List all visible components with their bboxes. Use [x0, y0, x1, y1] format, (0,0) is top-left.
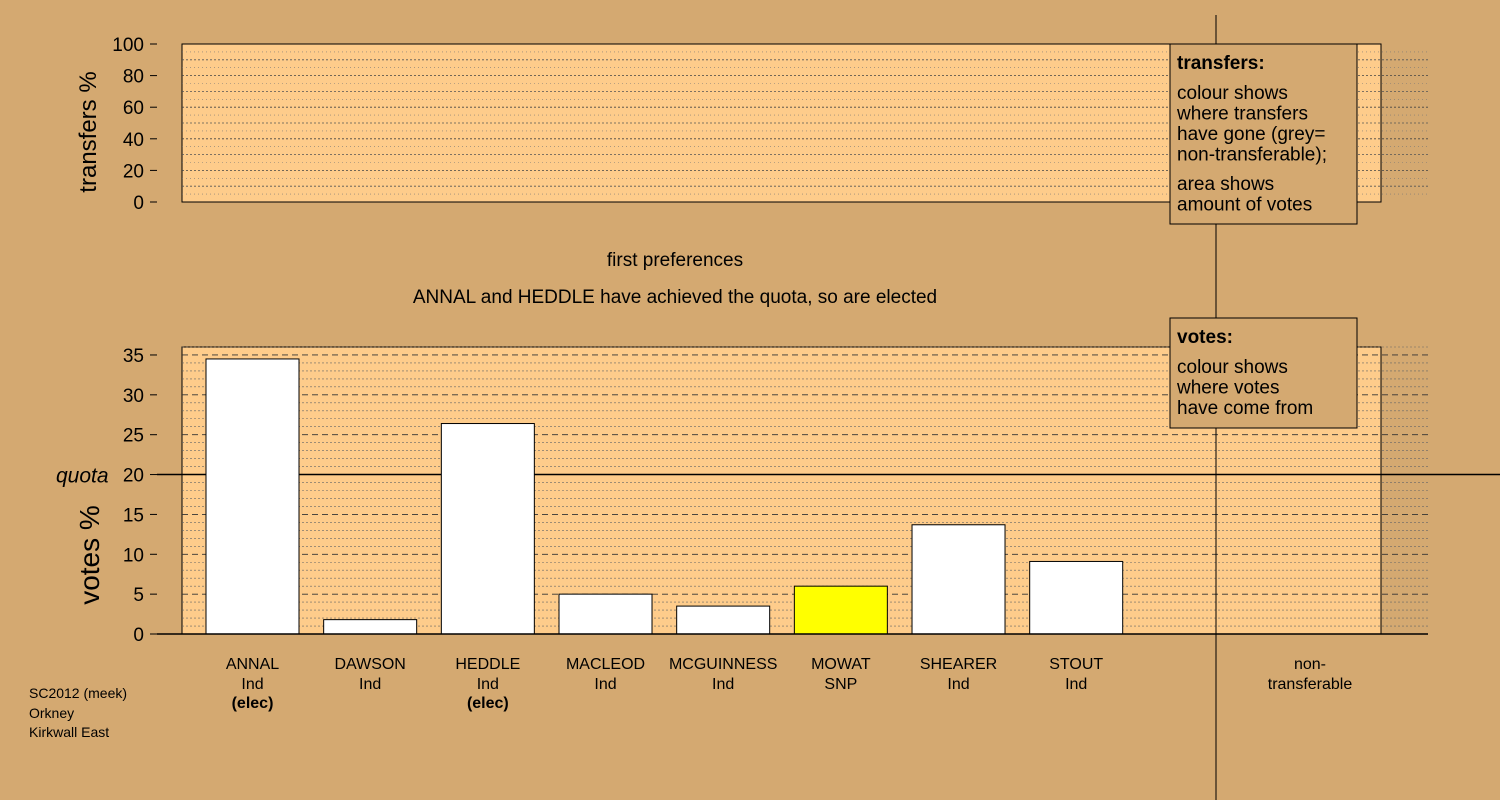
bar-stout — [1029, 560, 1124, 635]
bar-annal — [205, 358, 300, 635]
stage-caption: first preferences — [607, 250, 743, 271]
votes-ytick-label: 25 — [123, 426, 144, 447]
votes-ytick-label: 20 — [123, 466, 144, 487]
bar-dawson — [323, 619, 418, 635]
candidate-name: MCGUINNESS — [669, 656, 777, 673]
candidate-party: Ind — [241, 676, 263, 693]
quota-label: quota — [56, 465, 109, 488]
bar-shearer — [911, 524, 1006, 635]
transfers-ytick-label: 0 — [133, 193, 144, 214]
votes-legend-title: votes: — [1177, 327, 1233, 348]
credit-block: SC2012 (meek) Orkney Kirkwall East — [29, 684, 127, 743]
candidate-party: Ind — [594, 676, 616, 693]
bar-mcguinness — [676, 605, 771, 635]
votes-ytick-label: 15 — [123, 505, 144, 526]
transfers-ytick-label: 60 — [123, 98, 144, 119]
votes-ytick-label: 35 — [123, 346, 144, 367]
transfers-ytick-label: 100 — [112, 35, 144, 56]
credit-line-method: SC2012 (meek) — [29, 685, 128, 701]
candidate-name: HEDDLE — [455, 656, 520, 673]
candidate-party: Ind — [712, 676, 734, 693]
candidate-name: DAWSON — [334, 656, 405, 673]
votes-axis-label: votes % — [74, 505, 105, 605]
votes-legend-text: have come from — [1177, 398, 1313, 419]
bar-heddle — [440, 423, 535, 635]
transfers-ytick-label: 40 — [123, 130, 144, 151]
status-caption: ANNAL and HEDDLE have achieved the quota… — [413, 287, 937, 308]
votes-ytick-label: 10 — [123, 545, 144, 566]
candidate-party: Ind — [477, 676, 499, 693]
candidate-name: MACLEOD — [566, 656, 645, 673]
transfers-legend-text: have gone (grey= — [1177, 124, 1325, 145]
votes-ytick-label: 5 — [133, 585, 144, 606]
bar-macleod — [558, 593, 653, 635]
transfers-ytick-label: 20 — [123, 161, 144, 182]
votes-legend-text: where votes — [1176, 378, 1279, 399]
transfers-ytick-label: 80 — [123, 67, 144, 88]
transfers-legend-title: transfers: — [1177, 53, 1265, 74]
votes-legend-text: colour shows — [1177, 357, 1288, 378]
votes-ytick-label: 30 — [123, 386, 144, 407]
transfers-legend-text: where transfers — [1176, 104, 1308, 125]
votes-legend-box — [1169, 317, 1358, 429]
credit-line-council: Orkney — [29, 704, 75, 721]
candidate-name: ANNAL — [226, 656, 279, 673]
votes-ytick-label: 0 — [133, 625, 144, 646]
candidate-party: Ind — [1065, 676, 1087, 693]
candidate-party: Ind — [947, 676, 969, 693]
transfers-legend-text: colour shows — [1177, 83, 1288, 104]
transfers-axis-label: transfers % — [75, 71, 102, 192]
candidate-name: SHEARER — [920, 656, 997, 673]
transfers-legend-text: non-transferable); — [1177, 145, 1327, 166]
candidate-party: Ind — [359, 676, 381, 693]
candidate-name: MOWAT — [811, 656, 871, 673]
elected-note: (elec) — [467, 695, 509, 712]
transfers-legend-text: area shows — [1177, 174, 1274, 195]
transfers-legend-text: amount of votes — [1177, 195, 1312, 216]
credit-line-ward: Kirkwall East — [29, 724, 110, 740]
nontransferable-label: transferable — [1268, 676, 1353, 693]
nontransferable-label: non- — [1294, 656, 1326, 673]
transfers-legend-box — [1169, 43, 1358, 225]
candidate-party: SNP — [824, 676, 857, 693]
elected-note: (elec) — [232, 695, 274, 712]
bar-mowat — [793, 585, 888, 635]
candidate-name: STOUT — [1049, 656, 1103, 673]
